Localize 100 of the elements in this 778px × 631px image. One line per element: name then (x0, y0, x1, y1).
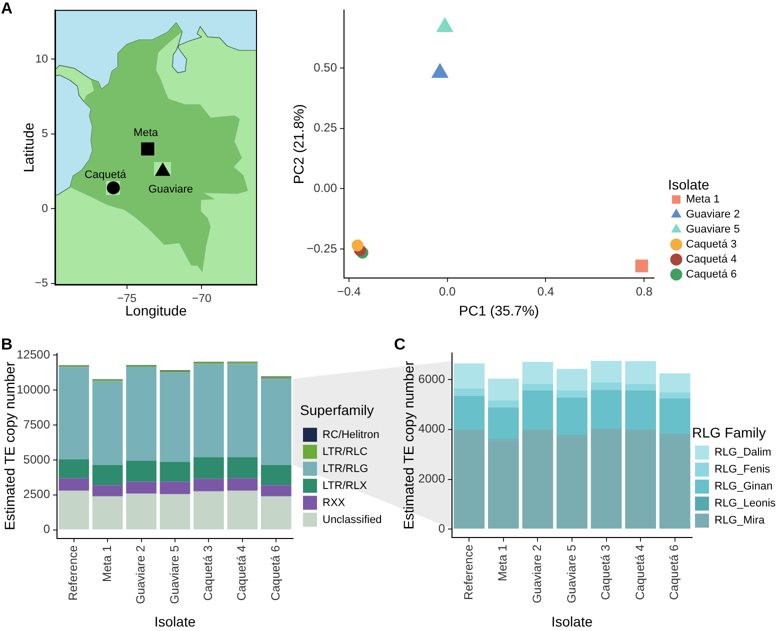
bar (625, 390, 656, 430)
x-tick-label: Guaviare 2 (530, 544, 544, 604)
bar (92, 381, 123, 465)
y-tick-label: −0.25 (306, 241, 338, 256)
x-tick-label: Reference (461, 544, 476, 600)
y-axis-title: Estimated TE copy number (400, 360, 416, 530)
bar (160, 372, 190, 462)
y-tick-label: 4000 (418, 422, 446, 436)
x-axis-title: Isolate (154, 613, 196, 630)
bar (92, 485, 123, 496)
x-axis-title: Isolate (551, 613, 593, 630)
bar (522, 384, 554, 391)
x-tick-label: Caquetá 3 (598, 544, 613, 600)
legend-label: LTR/RLC (322, 446, 368, 458)
bar (522, 430, 554, 529)
bar (194, 478, 224, 492)
bar (227, 457, 258, 478)
chart-title: C (394, 336, 406, 354)
point (352, 240, 364, 252)
legend-label: Caquetá 3 (686, 238, 737, 251)
legend-label: Guaviare 5 (686, 224, 740, 236)
bar (58, 459, 90, 478)
legend-label: LTR/RLX (322, 480, 368, 492)
y-tick-label: 10000 (16, 382, 50, 396)
bar (227, 478, 258, 491)
series-label: Meta (134, 126, 159, 139)
x-tick-label: Meta 1 (100, 544, 114, 582)
y-tick-label: 6000 (418, 372, 446, 386)
point (436, 17, 454, 32)
y-tick-label: 0 (42, 202, 48, 215)
x-tick-label: −70 (192, 293, 212, 306)
bar (126, 482, 156, 494)
y-axis-title: Latitude (20, 122, 36, 172)
bar (454, 388, 485, 396)
legend-label: RLG_Mira (714, 514, 766, 527)
bar (454, 363, 485, 388)
bar (227, 364, 258, 458)
legend-title: RLG Family (692, 424, 766, 441)
x-tick-label: Caquetá 6 (667, 544, 682, 600)
bar (488, 407, 519, 439)
y-tick-label: 0 (43, 522, 50, 536)
bar (625, 361, 656, 384)
legend-label: RC/Helitron (322, 428, 380, 441)
bar (194, 491, 224, 530)
point (431, 62, 449, 78)
bar (488, 400, 519, 408)
x-tick-label: 0.4 (537, 284, 554, 299)
y-tick-label: 5000 (23, 452, 50, 466)
bar (556, 435, 588, 529)
x-axis-title: PC1 (35.7%) (458, 302, 540, 318)
chart-title: A (1, 0, 13, 18)
bar (488, 378, 519, 401)
x-tick-label: Guaviare 5 (167, 544, 182, 604)
x-tick-label: Caquetá 3 (201, 544, 216, 601)
y-axis-title: Estimated TE copy number (1, 361, 18, 530)
y-tick-label: 0.25 (314, 120, 338, 135)
series-label: Guaviare (148, 183, 194, 196)
y-tick-label: 7500 (23, 417, 50, 432)
bar (488, 440, 519, 529)
bar (659, 392, 690, 399)
legend-label: RLG_Fenis (714, 464, 771, 476)
bar (160, 462, 190, 482)
y-tick-label: 12500 (16, 347, 50, 362)
legend-label: Meta 1 (686, 194, 720, 206)
series-label: Caquetá (84, 168, 128, 181)
legend-label: RLG_Dalim (714, 446, 772, 459)
bar (454, 396, 485, 430)
bar (126, 367, 156, 461)
bar (260, 464, 292, 486)
bar (160, 482, 190, 494)
x-tick-label: Caquetá 4 (234, 544, 249, 601)
legend-label: Guaviare 2 (686, 208, 740, 221)
legend-label: Unclassified (322, 514, 382, 526)
bar (590, 382, 622, 390)
x-tick-label: Guaviare 2 (134, 544, 148, 604)
bar (590, 429, 622, 529)
bar (522, 362, 554, 384)
bar (58, 478, 90, 491)
bar (92, 464, 123, 486)
legend-label: LTR/RLG (322, 462, 368, 475)
legend-label: Caquetá 4 (686, 254, 737, 266)
chart-title: B (1, 336, 13, 354)
point (635, 260, 648, 272)
y-axis-title: PC2 (21.8%) (290, 104, 306, 184)
bar (556, 390, 588, 398)
bar (556, 398, 588, 434)
bar (194, 364, 224, 458)
legend-label: RLG_Ginan (714, 480, 773, 493)
y-tick-label: 0.50 (314, 60, 338, 74)
legend-title: Isolate (668, 176, 710, 193)
bar (260, 378, 292, 465)
bar (659, 398, 690, 434)
bar (260, 496, 292, 530)
y-tick-label: 0 (438, 521, 446, 536)
bar (590, 390, 622, 428)
y-tick-label: 0.00 (314, 181, 338, 196)
bar (590, 360, 622, 383)
y-tick-label: 10 (35, 53, 48, 66)
legend-label: Caquetá 6 (686, 268, 737, 281)
x-tick-label: Caquetá 4 (632, 544, 647, 600)
